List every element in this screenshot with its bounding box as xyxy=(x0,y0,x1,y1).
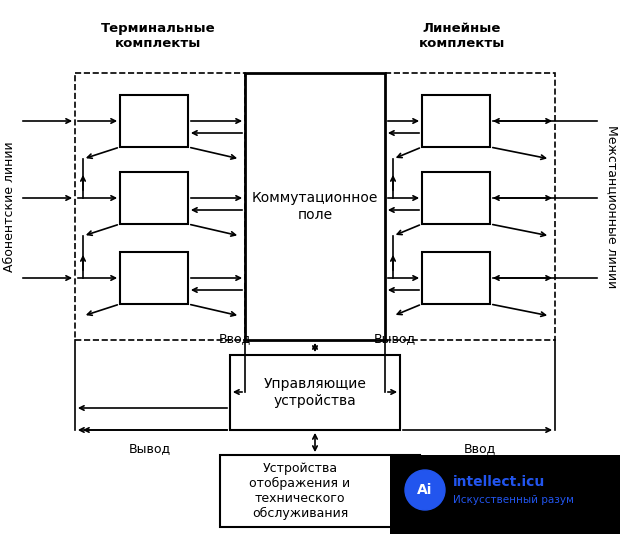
Bar xyxy=(120,172,188,224)
Text: Коммутационное
поле: Коммутационное поле xyxy=(252,191,378,222)
Bar xyxy=(390,455,620,534)
Text: Устройства
отображения и
технического
обслуживания: Устройства отображения и технического об… xyxy=(249,462,350,520)
Text: Межстанционные линии: Межстанционные линии xyxy=(606,125,619,288)
Text: Линейные
комплекты: Линейные комплекты xyxy=(419,22,505,50)
Text: Управляющие
устройства: Управляющие устройства xyxy=(264,378,366,407)
Bar xyxy=(245,73,385,340)
Text: Абонентские линии: Абонентские линии xyxy=(4,142,17,272)
Text: Вывод: Вывод xyxy=(374,332,416,345)
Text: Вывод: Вывод xyxy=(129,442,171,455)
Text: Ai: Ai xyxy=(417,483,433,497)
Bar xyxy=(422,252,490,304)
Bar xyxy=(75,73,245,340)
Bar xyxy=(422,172,490,224)
Bar xyxy=(385,73,555,340)
Bar xyxy=(230,355,400,430)
Text: Искусственный разум: Искусственный разум xyxy=(453,495,574,505)
Bar xyxy=(422,95,490,147)
Bar xyxy=(220,455,420,527)
Bar xyxy=(120,95,188,147)
Text: Ввод: Ввод xyxy=(219,332,251,345)
Circle shape xyxy=(405,470,445,510)
Text: Терминальные
комплекты: Терминальные комплекты xyxy=(100,22,215,50)
Text: intellect.icu: intellect.icu xyxy=(453,475,545,489)
Text: Ввод: Ввод xyxy=(464,442,496,455)
Bar xyxy=(120,252,188,304)
